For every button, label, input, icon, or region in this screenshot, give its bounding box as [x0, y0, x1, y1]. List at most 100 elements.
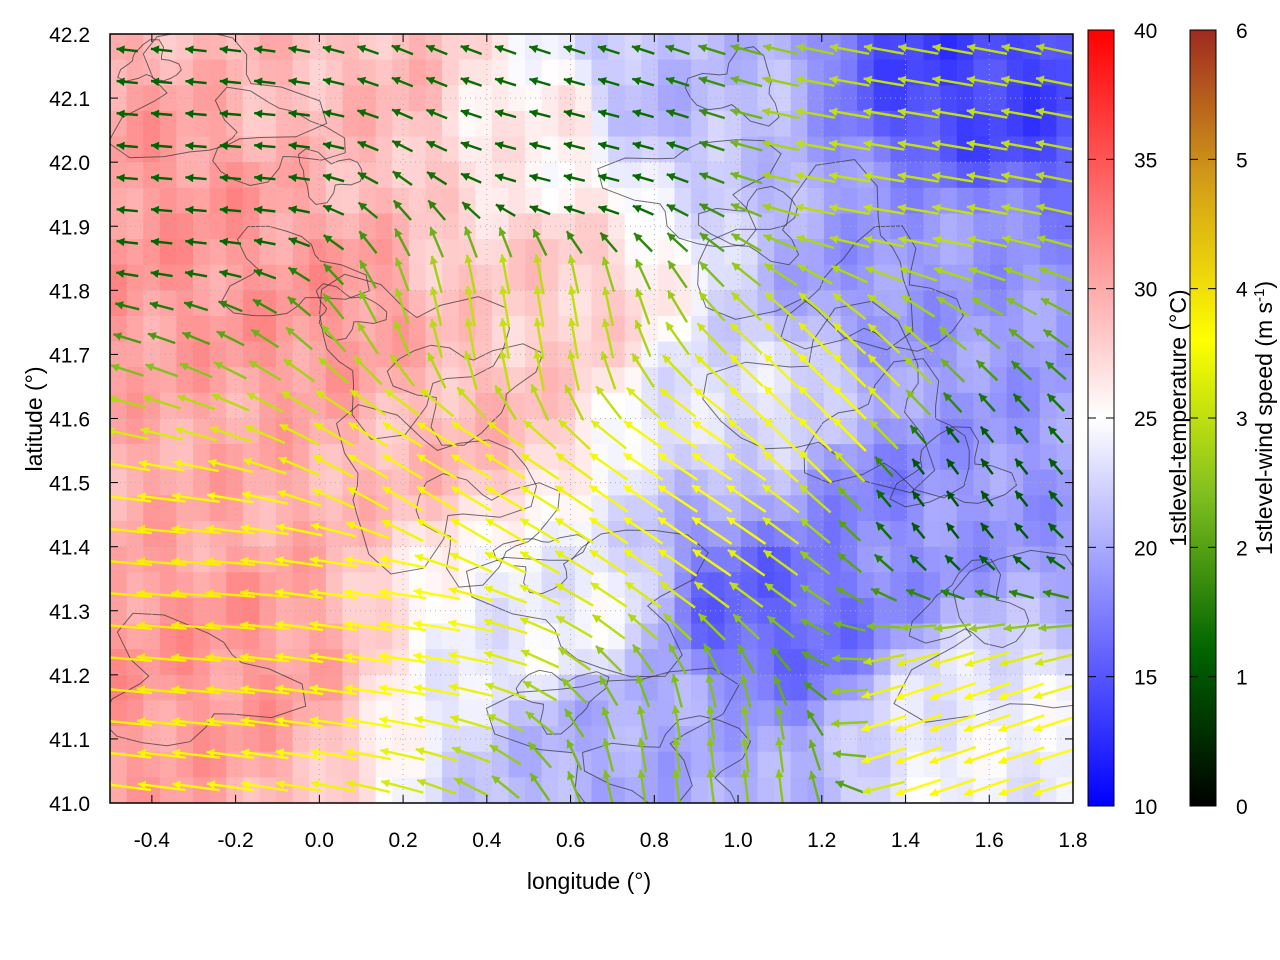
- temperature-cell: [807, 110, 825, 138]
- temperature-cell: [707, 136, 725, 163]
- temperature-cell: [375, 162, 393, 189]
- temperature-cell: [624, 110, 642, 138]
- wind-arrow: [240, 524, 289, 536]
- temperature-cell: [508, 367, 526, 394]
- wind-arrow: [254, 109, 276, 119]
- temperature-cell: [143, 572, 161, 599]
- temperature-cell: [541, 777, 559, 803]
- temperature-cell: [707, 623, 725, 650]
- wind-colorbar-label-main: 1stlevel-wind speed (m s: [1251, 302, 1277, 555]
- wind-arrow: [799, 517, 831, 544]
- temperature-cell: [1023, 418, 1041, 445]
- temperature-cell: [193, 264, 211, 291]
- wind-arrow: [698, 108, 726, 120]
- temperature-cell: [110, 700, 128, 727]
- temperature-cell: [641, 315, 659, 343]
- temperature-cell: [408, 162, 427, 189]
- temperature-cell: [674, 469, 692, 496]
- temperature-cell: [1056, 34, 1073, 61]
- wind-arrow: [391, 139, 414, 153]
- temperature-cell: [956, 392, 974, 420]
- temperature-cell: [176, 264, 194, 291]
- temperature-cell: [707, 59, 725, 86]
- wind-arrow: [219, 205, 242, 215]
- wind-arrow: [665, 76, 690, 87]
- colorbar-tick-label: 35: [1134, 149, 1157, 172]
- temperature-cell: [923, 315, 941, 343]
- temperature-cell: [657, 495, 676, 522]
- temperature-cell: [375, 341, 393, 368]
- wind-arrow: [830, 687, 868, 696]
- wind-arrow: [806, 709, 824, 737]
- wind-arrow: [427, 199, 447, 221]
- wind-arrow: [322, 77, 345, 86]
- wind-arrow: [732, 613, 761, 640]
- temperature-cell: [342, 34, 360, 61]
- wind-arrow: [597, 77, 620, 87]
- temperature-cell: [608, 187, 626, 215]
- wind-arrow: [567, 254, 580, 294]
- temperature-cell: [591, 290, 609, 317]
- temperature-cell: [209, 136, 227, 163]
- wind-arrow: [317, 356, 350, 385]
- temperature-cell: [989, 546, 1008, 573]
- temperature-cell: [740, 623, 759, 650]
- y-tick-label: 41.7: [49, 344, 90, 367]
- temperature-cell: [541, 751, 559, 778]
- temperature-cell: [193, 213, 211, 240]
- temperature-cell: [608, 572, 626, 599]
- wind-arrow: [310, 748, 357, 760]
- temperature-cell: [790, 700, 808, 727]
- temperature-cell: [209, 751, 227, 778]
- temperature-cell: [408, 290, 427, 317]
- temperature-cell: [259, 264, 277, 291]
- wind-arrow: [666, 232, 689, 253]
- wind-arrow: [484, 551, 527, 574]
- wind-arrow: [275, 684, 324, 696]
- temperature-cell: [807, 239, 825, 266]
- wind-arrow: [692, 548, 732, 577]
- wind-arrow: [448, 651, 495, 665]
- temperature-cell: [110, 726, 128, 753]
- temperature-cell: [608, 700, 626, 727]
- temperature-cell: [525, 136, 543, 163]
- temperature-cell: [276, 110, 294, 138]
- temperature-cell: [508, 162, 526, 189]
- wind-arrow: [448, 586, 494, 602]
- wind-arrow: [868, 419, 899, 450]
- temperature-cell: [375, 315, 393, 343]
- wind-colorbar-label: 1stlevel-wind speed (m s-1): [1251, 281, 1277, 555]
- temperature-cell: [1039, 367, 1057, 394]
- temperature-cell: [1039, 85, 1057, 112]
- y-tick-label: 41.0: [49, 793, 90, 816]
- wind-arrow: [413, 683, 461, 697]
- temperature-cell: [890, 726, 908, 753]
- temperature-cell: [442, 751, 460, 778]
- wind-arrow: [897, 43, 939, 55]
- wind-arrow: [599, 675, 619, 707]
- temperature-cell: [940, 777, 958, 803]
- temperature-cell: [159, 623, 178, 650]
- temperature-cell: [724, 264, 742, 291]
- temperature-cell: [641, 572, 659, 599]
- wind-arrow: [837, 519, 862, 542]
- temperature-cell: [342, 85, 360, 112]
- temperature-cell: [1006, 674, 1024, 702]
- temperature-cell: [823, 495, 842, 522]
- temperature-cell: [226, 597, 244, 625]
- wind-arrow: [731, 261, 762, 287]
- temperature-cell: [193, 726, 211, 753]
- temperature-cell: [989, 700, 1008, 727]
- temperature-cell: [259, 341, 277, 368]
- temperature-cell: [176, 674, 194, 702]
- wind-arrow: [529, 772, 551, 802]
- temperature-cell: [940, 162, 958, 189]
- wind-arrow: [799, 583, 831, 606]
- temperature-cell: [1006, 700, 1024, 727]
- temperature-cell: [873, 162, 891, 189]
- wind-arrow: [150, 237, 173, 247]
- temperature-cell: [691, 623, 709, 650]
- temperature-cell: [458, 751, 476, 778]
- wind-arrow: [378, 684, 426, 696]
- temperature-cell: [641, 495, 659, 522]
